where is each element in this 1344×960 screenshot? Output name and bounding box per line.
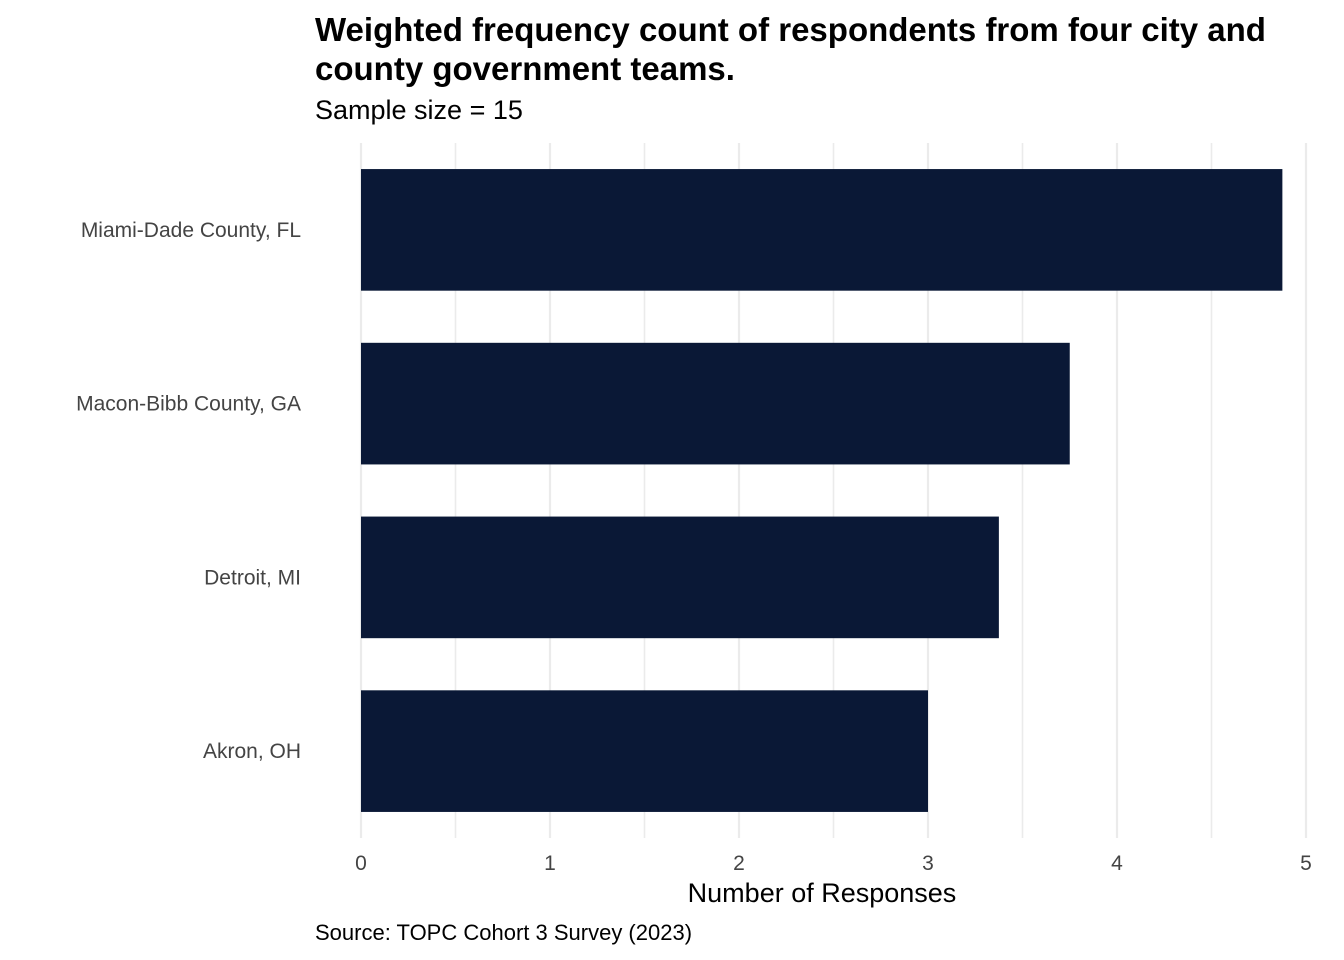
x-tick-label: 3: [922, 852, 934, 875]
bars: [361, 169, 1283, 812]
y-tick-label: Miami-Dade County, FL: [81, 219, 301, 242]
x-tick-label: 0: [355, 852, 367, 875]
y-tick-label: Macon-Bibb County, GA: [76, 393, 301, 416]
y-tick-labels: Miami-Dade County, FL Macon-Bibb County, …: [76, 219, 301, 763]
x-tick-label: 1: [544, 852, 556, 875]
x-axis-title: Number of Responses: [688, 878, 957, 908]
bar: [361, 342, 1070, 465]
x-tick-label: 2: [733, 852, 745, 875]
bar: [361, 169, 1283, 291]
chart-subtitle: Sample size = 15: [315, 95, 523, 125]
y-tick-label: Akron, OH: [203, 740, 301, 763]
y-tick-label: Detroit, MI: [204, 566, 301, 589]
bar: [361, 690, 928, 812]
chart-title: Weighted frequency count of respondents …: [315, 11, 1266, 87]
x-tick-label: 5: [1300, 852, 1312, 875]
x-tick-labels: 0 1 2 3 4 5: [355, 852, 1312, 875]
x-tick-label: 4: [1111, 852, 1123, 875]
chart-caption: Source: TOPC Cohort 3 Survey (2023): [315, 920, 693, 945]
bar: [361, 516, 999, 639]
